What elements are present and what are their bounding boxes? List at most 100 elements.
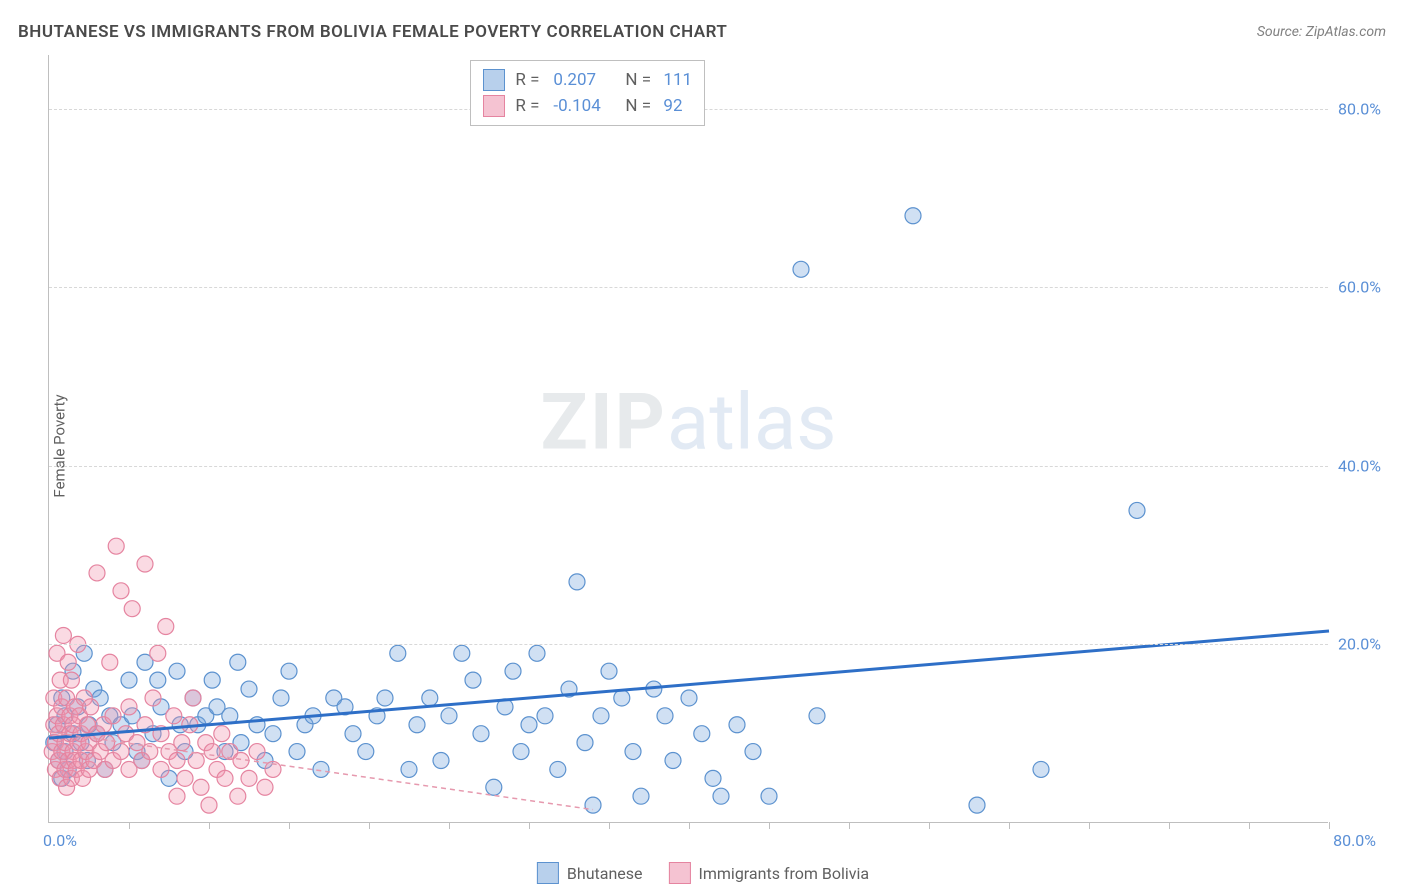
y-tick-label: 20.0% [1338,635,1398,654]
legend-swatch [483,69,505,91]
chart-title: BHUTANESE VS IMMIGRANTS FROM BOLIVIA FEM… [18,22,727,42]
r-label: R = [515,70,543,90]
x-tick [209,822,210,829]
legend-swatch [537,862,559,884]
data-point [150,672,166,688]
data-point [1129,502,1145,518]
data-point [169,663,185,679]
data-point [89,565,105,581]
data-point [473,726,489,742]
data-point [201,797,217,813]
x-tick [369,822,370,829]
data-point [550,761,566,777]
data-point [166,708,182,724]
data-point [585,797,601,813]
source-attribution: Source: ZipAtlas.com [1257,24,1386,40]
data-point [158,619,174,635]
data-point [137,556,153,572]
data-point [257,779,273,795]
correlation-row: R =-0.104N =92 [483,93,692,119]
data-point [241,681,257,697]
legend-item: Bhutanese [537,862,643,884]
x-tick [1249,822,1250,829]
data-point [169,788,185,804]
data-point [113,744,129,760]
data-point [121,699,137,715]
data-point [188,752,204,768]
data-point [441,708,457,724]
data-point [217,770,233,786]
data-point [505,663,521,679]
data-point [249,744,265,760]
data-point [521,717,537,733]
data-point [108,538,124,554]
data-point [105,708,121,724]
data-point [905,208,921,224]
gridline-h [49,466,1328,467]
data-point [63,672,79,688]
x-tick [929,822,930,829]
data-point [625,744,641,760]
data-point [601,663,617,679]
data-point [1033,761,1049,777]
data-point [569,574,585,590]
n-label: N = [625,96,653,116]
data-point [969,797,985,813]
n-label: N = [625,70,653,90]
data-point [174,735,190,751]
x-tick [849,822,850,829]
data-point [705,770,721,786]
data-point [665,752,681,768]
data-point [124,601,140,617]
data-point [390,645,406,661]
data-point [614,690,630,706]
data-point [657,708,673,724]
legend-swatch [669,862,691,884]
r-value: 0.207 [553,70,615,90]
data-point [513,744,529,760]
data-point [153,761,169,777]
data-point [193,779,209,795]
data-point [60,654,76,670]
x-tick [1089,822,1090,829]
data-point [633,788,649,804]
x-tick [1329,822,1330,829]
data-point [113,583,129,599]
data-point [121,672,137,688]
x-tick [609,822,610,829]
data-point [214,726,230,742]
data-point [694,726,710,742]
x-origin-label: 0.0% [43,831,77,850]
data-point [102,654,118,670]
gridline-h [49,644,1328,645]
data-point [409,717,425,733]
x-tick [529,822,530,829]
data-point [713,788,729,804]
data-point [289,744,305,760]
data-point [593,708,609,724]
r-label: R = [515,96,543,116]
data-point [150,645,166,661]
data-point [537,708,553,724]
data-point [345,726,361,742]
data-point [529,645,545,661]
y-tick-label: 80.0% [1338,99,1398,118]
x-tick [1009,822,1010,829]
data-point [465,672,481,688]
x-tick [689,822,690,829]
x-max-label: 80.0% [1333,831,1376,850]
data-point [422,690,438,706]
plot-area: ZIPatlas 20.0%40.0%60.0%80.0%0.0%80.0% [48,55,1328,823]
data-point [265,726,281,742]
y-tick-label: 40.0% [1338,456,1398,475]
source-name: ZipAtlas.com [1306,24,1386,40]
data-point [377,690,393,706]
source-prefix: Source: [1257,24,1306,40]
data-point [358,744,374,760]
data-point [83,699,99,715]
data-point [230,788,246,804]
data-point [401,761,417,777]
data-point [761,788,777,804]
n-value: 92 [663,96,682,116]
data-point [577,735,593,751]
